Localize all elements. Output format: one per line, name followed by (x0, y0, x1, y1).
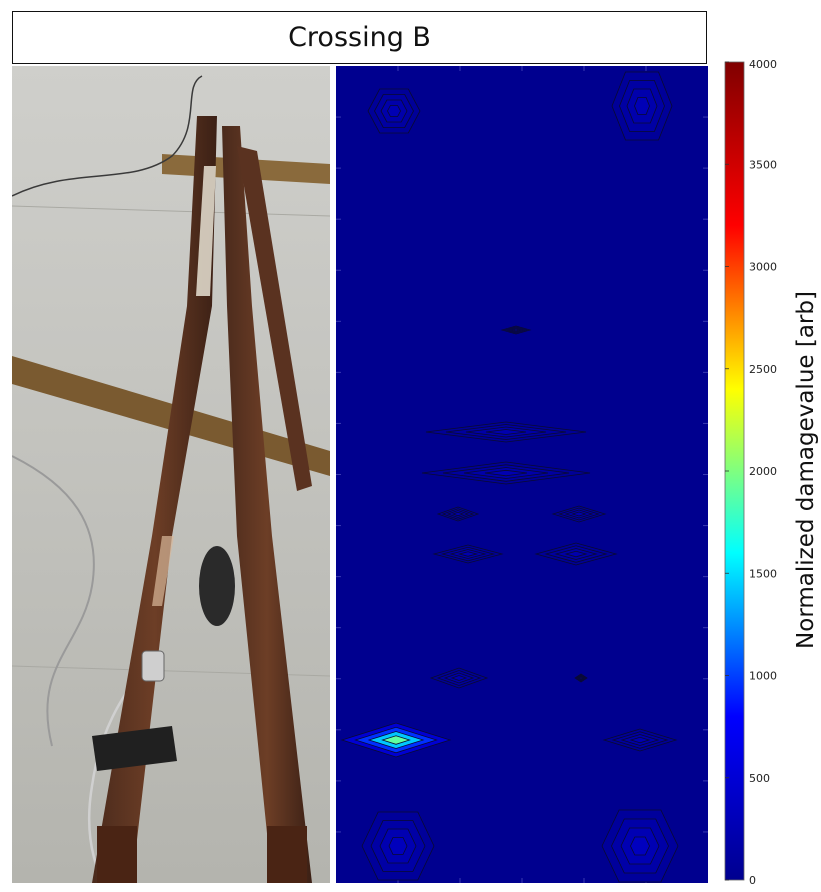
sensor-cable (12, 455, 95, 747)
damage-hotspot (429, 667, 489, 689)
hotspot-contour (630, 836, 650, 856)
rail-end (97, 826, 137, 883)
damage-hotspot (361, 811, 435, 881)
damage-hotspot (432, 544, 504, 564)
damage-hotspot (367, 88, 421, 134)
damage-hotspot (551, 505, 607, 523)
colorbar-tick-label: 1500 (749, 567, 777, 580)
tape-patch (92, 726, 177, 771)
hotspot-contour (388, 837, 408, 855)
right-rail (222, 126, 312, 883)
damage-hotspot (601, 809, 679, 883)
hotspot-contour (634, 97, 650, 115)
damage-hotspot (340, 722, 452, 758)
damage-hotspot (611, 71, 673, 141)
heatmap-axis-ticks (336, 66, 708, 883)
colorbar-tick-label: 2500 (749, 363, 777, 376)
colorbar-tick-label: 1000 (749, 670, 777, 683)
wing-rail (237, 146, 312, 491)
damage-hotspot (425, 421, 587, 443)
frog-gap (199, 546, 235, 626)
accelerometer-sensor (141, 650, 165, 682)
hotspot-contour (485, 429, 527, 435)
hotspot-contour (387, 105, 401, 117)
damage-heatmap (336, 66, 708, 883)
hotspot-contour (578, 676, 584, 680)
hotspot-contour (511, 328, 521, 332)
hotspot-layer (340, 71, 679, 883)
colorbar-tick-label: 0 (749, 874, 756, 887)
rail-end (267, 826, 307, 883)
colorbar: 0 500 1000 1500 2000 2500 3000 3500 4000 Normali… (720, 58, 821, 887)
hotspot-contour (450, 675, 468, 681)
hotspot-contour (564, 550, 588, 558)
colorbar-tick-label: 2000 (749, 465, 777, 478)
heatmap-canvas (336, 66, 708, 883)
floor-joint (12, 205, 330, 217)
chart-title: Crossing B (12, 11, 707, 64)
damage-hotspot (534, 542, 618, 566)
colorbar-label: Normalized damagevalue [arb] (793, 291, 819, 649)
damage-hotspot (436, 506, 480, 522)
colorbar-tick-label: 3500 (749, 158, 777, 171)
damage-hotspot (602, 728, 678, 752)
damage-hotspot (574, 673, 588, 683)
damage-hotspot (421, 461, 591, 485)
hotspot-contour (484, 469, 528, 477)
hotspot-contour (457, 551, 479, 557)
worn-surface (152, 536, 174, 606)
hotspot-contour (571, 511, 587, 517)
colorbar-canvas: 0 500 1000 1500 2000 2500 3000 3500 4000 Normali… (724, 58, 819, 887)
colorbar-tick-label: 3000 (749, 261, 777, 274)
crossing-photo-drawing (12, 66, 330, 883)
crossing-photo (12, 66, 330, 883)
hotspot-contour (451, 511, 465, 517)
sensor-cable (12, 75, 203, 197)
hotspot-contour (629, 736, 651, 744)
colorbar-tick-label: 500 (749, 772, 770, 785)
colorbar-tick-label: 4000 (749, 60, 777, 71)
damage-hotspot (500, 325, 532, 335)
hotspot-contour (381, 735, 411, 745)
worn-surface (196, 166, 216, 296)
colorbar-ticks: 0 500 1000 1500 2000 2500 3000 3500 4000 (725, 58, 777, 887)
